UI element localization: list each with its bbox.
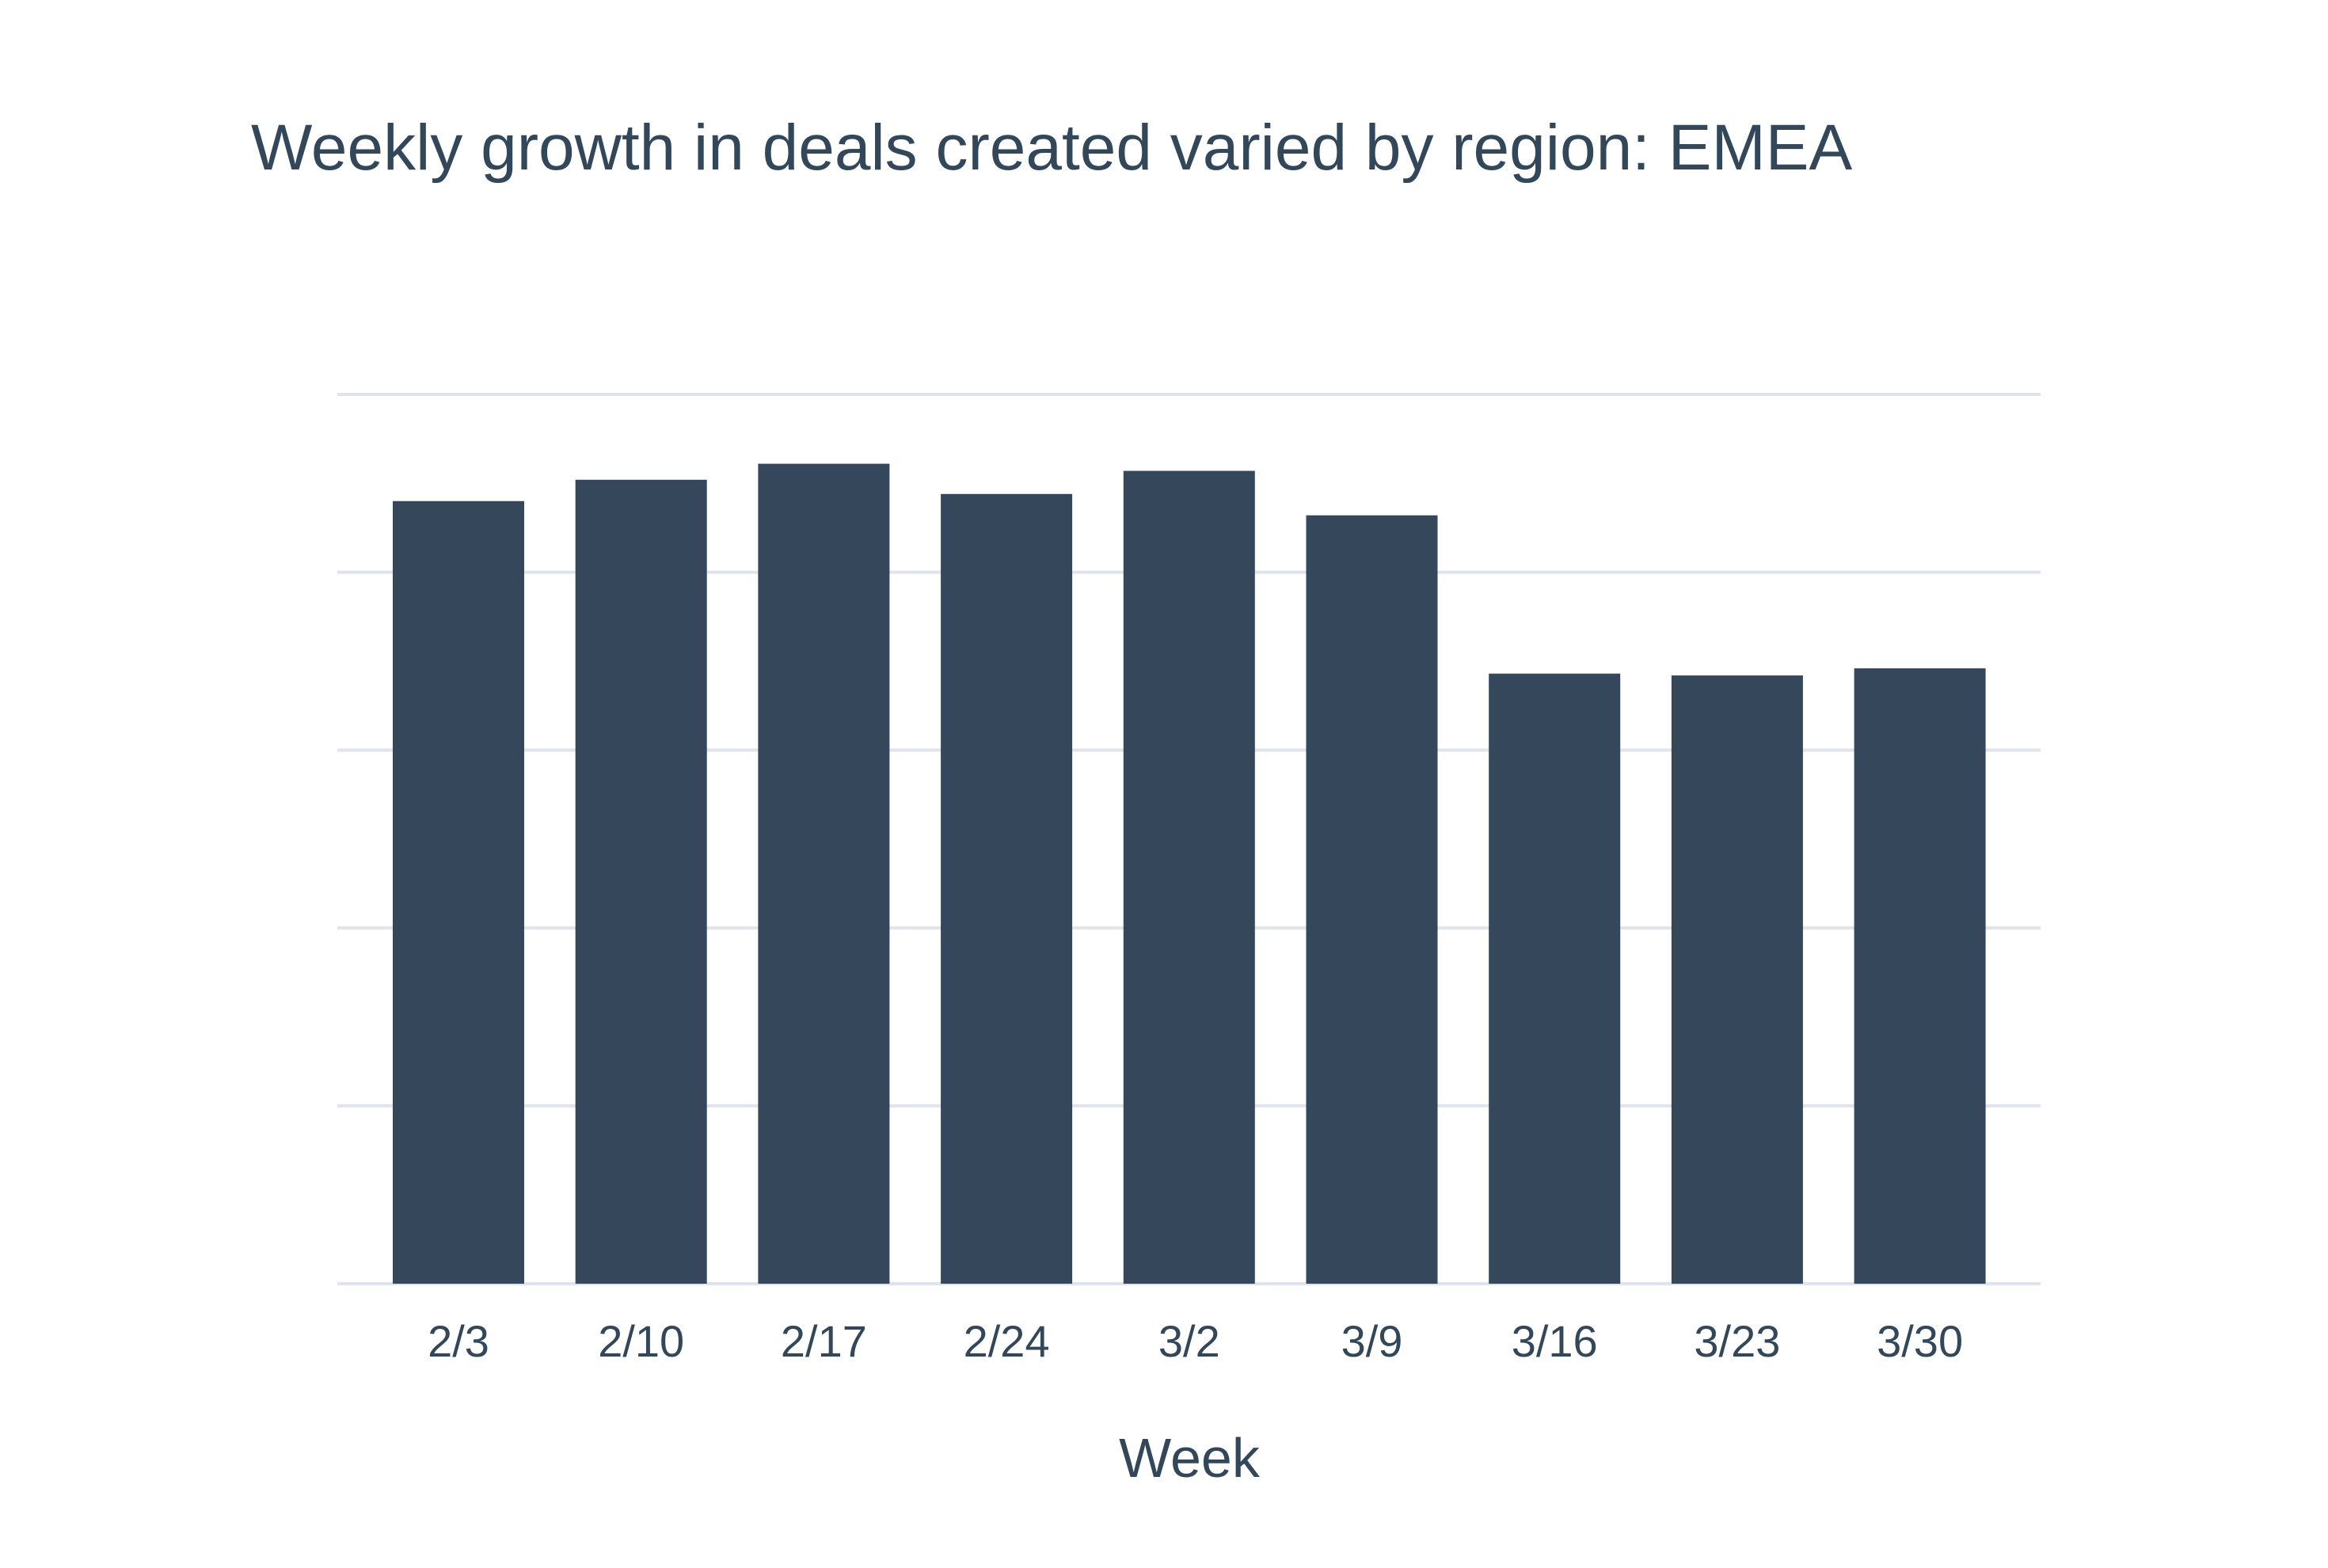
x-tick-label: 3/2 xyxy=(1158,1316,1220,1366)
bar-3-23 xyxy=(1671,675,1803,1284)
bar-2-10 xyxy=(575,479,707,1284)
x-tick-labels: 2/3 2/10 2/17 2/24 3/2 3/9 3/16 3/23 3/30 xyxy=(428,1316,1963,1366)
bar-3-2 xyxy=(1123,470,1255,1284)
x-tick-label: 2/3 xyxy=(428,1316,489,1366)
bar-3-16 xyxy=(1489,673,1621,1284)
chart-title: Weekly growth in deals created varied by… xyxy=(251,112,1853,184)
bar-2-24 xyxy=(941,493,1073,1284)
x-tick-label: 3/9 xyxy=(1341,1316,1403,1366)
bar-2-3 xyxy=(393,500,524,1284)
bar-3-30 xyxy=(1854,668,1986,1284)
x-tick-label: 3/23 xyxy=(1694,1316,1780,1366)
x-axis-label: Week xyxy=(1119,1427,1261,1489)
x-tick-label: 3/30 xyxy=(1877,1316,1963,1366)
x-tick-label: 2/10 xyxy=(598,1316,684,1366)
bars xyxy=(393,463,1986,1284)
x-tick-label: 2/17 xyxy=(781,1316,867,1366)
x-tick-label: 3/16 xyxy=(1512,1316,1598,1366)
bar-3-9 xyxy=(1306,515,1438,1284)
x-tick-label: 2/24 xyxy=(964,1316,1050,1366)
bar-2-17 xyxy=(758,463,890,1284)
